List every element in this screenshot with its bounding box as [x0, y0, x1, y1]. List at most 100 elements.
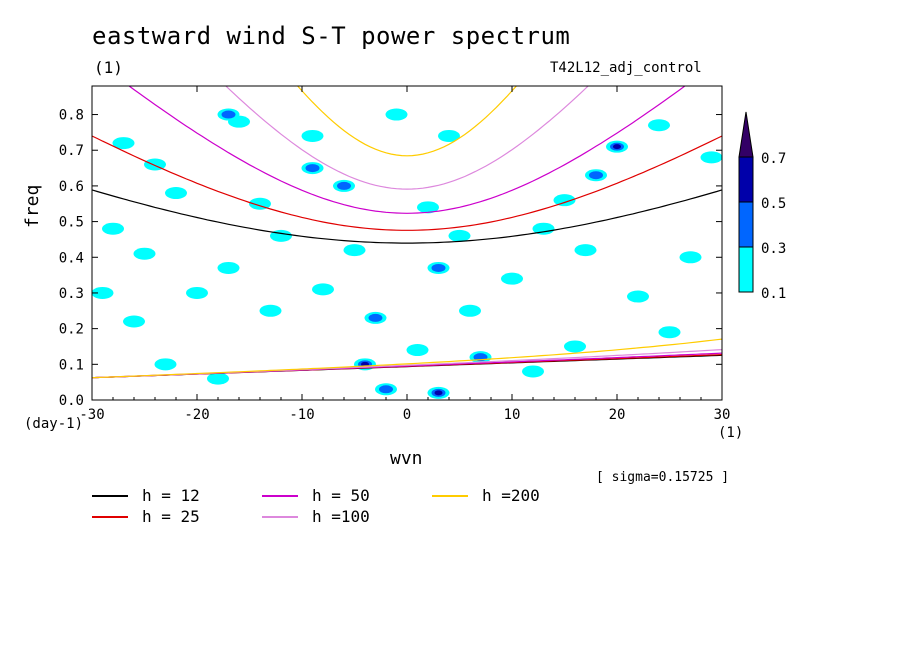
x-axis-label: wvn	[390, 448, 423, 469]
contour-blob	[606, 140, 628, 153]
contour-blob	[375, 383, 397, 396]
contour-blob	[448, 229, 471, 242]
contour-blob	[427, 261, 450, 274]
chart-subtitle: (1)	[94, 58, 123, 77]
contour-blob	[165, 187, 187, 200]
contour-fill	[102, 222, 124, 235]
contour-fill	[522, 365, 544, 378]
contour-fill	[165, 187, 187, 200]
contour-blob	[301, 129, 324, 142]
y-tick-label: 0.4	[59, 250, 84, 266]
legend-swatch-h100	[262, 515, 298, 518]
contour-blob	[658, 326, 681, 339]
contour-fill	[431, 263, 446, 272]
contour-blob	[385, 108, 408, 121]
contour-fill	[501, 272, 523, 285]
contour-fill	[700, 151, 722, 164]
legend-item-h50: h = 50	[262, 486, 370, 505]
contour-blob	[648, 119, 670, 132]
y-tick-label: 0.8	[59, 108, 84, 124]
colorbar-segment	[738, 246, 754, 293]
contour-fill	[221, 110, 236, 119]
contour-fill	[379, 385, 393, 394]
colorbar-label: 0.3	[761, 241, 786, 257]
contour-fill	[133, 247, 156, 260]
colorbar-segment	[738, 201, 754, 248]
contour-fill	[448, 229, 471, 242]
legend-label-h200: h =200	[482, 486, 540, 505]
dispersion-curve-h25	[92, 135, 722, 231]
contour-fill	[679, 251, 702, 264]
legend-swatch-h12	[92, 494, 128, 497]
contour-blob	[553, 194, 576, 207]
contour-fill	[312, 283, 334, 296]
legend-item-h12: h = 12	[92, 486, 200, 505]
colorbar-segment	[738, 156, 754, 203]
contour-fill	[217, 261, 240, 274]
contour-blob	[249, 197, 271, 210]
dispersion-curve-h100	[225, 86, 590, 190]
colorbar: 0.1 0.3 0.5 0.7	[738, 111, 786, 302]
x-tick-label: 10	[504, 407, 521, 423]
x-tick-label: -30	[79, 407, 104, 423]
contour-blob	[123, 315, 145, 328]
sigma-annotation: [ sigma=0.15725 ]	[596, 470, 730, 485]
y-tick-label: 0.7	[59, 143, 84, 159]
contour-fill	[648, 119, 670, 132]
contour-blob	[92, 286, 114, 299]
x-axis-ticks: -30 -20 -10 0 10 20 30	[79, 86, 730, 423]
kelvin-curve-h200	[92, 338, 722, 379]
x-axis-unit: (1)	[718, 425, 744, 441]
x-tick-label: 0	[403, 407, 411, 423]
contour-blob	[301, 162, 324, 175]
legend-label-h25: h = 25	[142, 507, 200, 526]
contour-fill	[613, 144, 621, 150]
contour-blob	[217, 261, 240, 274]
y-axis-ticks: 0.0 0.1 0.2 0.3 0.4 0.5 0.6 0.7 0.8	[59, 108, 722, 409]
contour-fill	[112, 137, 135, 150]
legend-label-h50: h = 50	[312, 486, 370, 505]
colorbar-cap	[738, 111, 754, 158]
run-name: T42L12_adj_control	[550, 60, 702, 76]
x-tick-label: -20	[184, 407, 209, 423]
contour-fill	[553, 194, 576, 207]
contour-fill	[417, 201, 439, 214]
contour-fill	[385, 108, 408, 121]
contour-blob	[186, 286, 208, 299]
contour-blob	[574, 244, 597, 257]
dispersion-curve-h12	[92, 189, 722, 244]
contour-fill	[658, 326, 681, 339]
contour-fill	[368, 313, 383, 322]
contour-fill	[337, 181, 351, 190]
contour-fill	[438, 129, 460, 142]
power-contours	[92, 108, 722, 399]
y-tick-label: 0.1	[59, 357, 84, 373]
contour-blob	[627, 290, 649, 303]
contour-blob	[427, 386, 450, 399]
contour-fill	[459, 304, 481, 317]
y-tick-label: 0.0	[59, 393, 84, 409]
dispersion-curve-h200	[296, 86, 518, 157]
contour-blob	[207, 372, 229, 385]
dispersion-curves	[92, 86, 722, 379]
contour-fill	[301, 129, 324, 142]
contour-blob	[564, 340, 586, 353]
contour-blob	[522, 365, 544, 378]
legend-label-h12: h = 12	[142, 486, 200, 505]
contour-fill	[627, 290, 649, 303]
contour-blob	[312, 283, 334, 296]
contour-fill	[574, 244, 597, 257]
contour-fill	[343, 244, 366, 257]
contour-blob	[459, 304, 481, 317]
contour-blob	[679, 251, 702, 264]
legend-item-h25: h = 25	[92, 507, 200, 526]
y-tick-label: 0.3	[59, 286, 84, 302]
x-tick-label: -10	[289, 407, 314, 423]
y-tick-label: 0.5	[59, 215, 84, 231]
contour-blob	[133, 247, 156, 260]
legend-swatch-h50	[262, 494, 298, 497]
contour-blob	[501, 272, 523, 285]
y-tick-label: 0.2	[59, 322, 84, 338]
legend-item-h100: h =100	[262, 507, 370, 526]
